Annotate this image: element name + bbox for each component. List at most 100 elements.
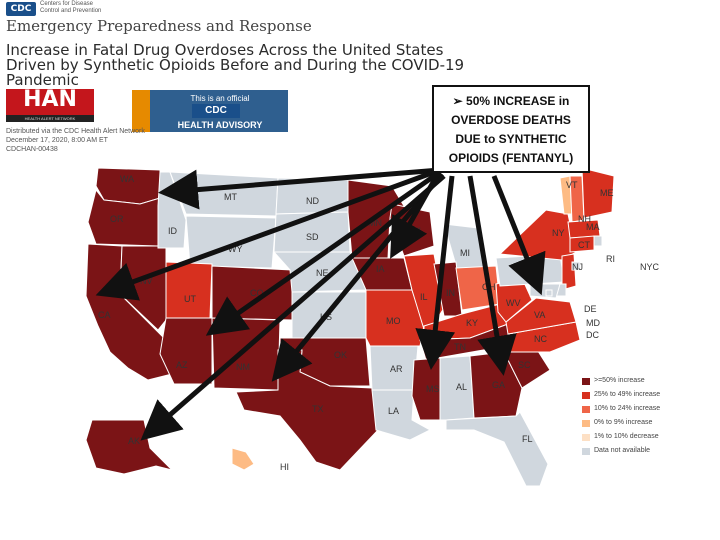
distribution-info: Distributed via the CDC Health Alert Net… — [6, 127, 186, 154]
legend-swatch-5 — [582, 448, 590, 455]
header-title: Emergency Preparedness and Response — [6, 17, 312, 35]
distributed-text: Distributed via the CDC Health Alert Net… — [6, 128, 145, 135]
state-nh — [569, 175, 585, 223]
han-logo: HAN — [6, 89, 94, 115]
state-label-la: LA — [388, 406, 399, 416]
arrows — [95, 167, 546, 441]
state-label-ct: CT — [578, 240, 590, 250]
state-label-wi: WI — [410, 226, 421, 236]
state-label-or: OR — [110, 214, 124, 224]
state-label-mn: MN — [368, 218, 382, 228]
state-label-nm: NM — [236, 362, 250, 372]
legend-swatch-0 — [582, 378, 590, 385]
cdc-logo: CDC — [6, 2, 36, 16]
state-hi — [231, 447, 255, 471]
legend-label-2: 10% to 24% increase — [594, 405, 661, 412]
state-label-mi: MI — [460, 248, 470, 258]
date-text: December 17, 2020, 8:00 AM ET — [6, 137, 108, 144]
legend-label-4: 1% to 10% decrease — [594, 433, 659, 440]
headline: Increase in Fatal Drug Overdoses Across … — [6, 41, 465, 89]
state-label-mo: MO — [386, 316, 401, 326]
state-label-ia: IA — [376, 264, 385, 274]
state-label-ky: KY — [466, 318, 478, 328]
state-label-fl: FL — [522, 434, 533, 444]
state-label-tx: TX — [312, 404, 324, 414]
arrow-mn — [390, 168, 443, 259]
state-label-nv: NV — [140, 276, 153, 286]
state-label-ri: RI — [606, 254, 615, 264]
state-label-wa: WA — [120, 174, 134, 184]
banner-line-1: This is an official — [190, 94, 250, 103]
state-label-ma: MA — [586, 222, 600, 232]
han-id: CDCHAN-00438 — [6, 146, 58, 153]
arrow-az — [205, 169, 442, 336]
state-label-co: CO — [250, 288, 264, 298]
state-label-hi: HI — [280, 462, 289, 472]
state-label-ak: AK — [128, 436, 140, 446]
callout-line-3: DUE to SYNTHETIC — [455, 132, 567, 146]
legend-label-3: 0% to 9% increase — [594, 419, 653, 426]
state-label-de: DE — [584, 304, 597, 314]
arrow-ga — [467, 175, 517, 376]
state-label-nc: NC — [534, 334, 547, 344]
legend-swatch-3 — [582, 420, 590, 427]
state-fl — [445, 411, 549, 487]
agency-name: Centers for Disease Control and Preventi… — [40, 1, 102, 14]
callout-line-2: OVERDOSE DEATHS — [451, 113, 571, 127]
state-nyc — [571, 261, 581, 271]
state-label-md: MD — [586, 318, 600, 328]
state-label-id: ID — [168, 226, 178, 236]
state-az — [159, 317, 213, 385]
state-label-il: IL — [420, 292, 428, 302]
state-label-ny: NY — [552, 228, 565, 238]
state-label-ut: UT — [184, 294, 196, 304]
state-label-nj: NJ — [572, 262, 583, 272]
state-md — [529, 283, 561, 299]
state-label-va: VA — [534, 310, 545, 320]
state-va — [505, 297, 577, 335]
state-label-ms: MS — [426, 384, 440, 394]
state-label-sd: SD — [306, 232, 319, 242]
arrow-wv — [491, 175, 546, 296]
state-label-dc: DC — [586, 330, 599, 340]
state-label-me: ME — [600, 188, 614, 198]
banner-stripe — [132, 90, 150, 132]
state-label-az: AZ — [176, 360, 188, 370]
callout-text: ➢ 50% INCREASE in OVERDOSE DEATHS DUE to… — [434, 92, 588, 168]
legend-swatch-4 — [582, 434, 590, 441]
state-label-tn: TN — [454, 342, 466, 352]
arrow-wa — [158, 167, 441, 210]
legend-swatch-2 — [582, 406, 590, 413]
legend-label-5: Data not available — [594, 447, 651, 454]
state-label-wy: WY — [228, 244, 243, 254]
state-label-nd: ND — [306, 196, 319, 206]
callout-line-1: ➢ 50% INCREASE in — [452, 94, 570, 108]
arrow-nv — [95, 167, 441, 301]
state-label-ar: AR — [390, 364, 403, 374]
legend-label-1: 25% to 49% increase — [594, 391, 661, 398]
state-ct — [569, 235, 595, 253]
legend-label-0: >=50% increase — [594, 377, 645, 384]
state-label-in: IN — [446, 288, 455, 298]
state-label-nh: NH — [578, 214, 591, 224]
state-label-mt: MT — [224, 192, 237, 202]
state-dc — [545, 289, 553, 297]
banner-line-3: HEALTH ADVISORY — [177, 120, 263, 130]
legend-swatch-1 — [582, 392, 590, 399]
callout-box — [432, 85, 590, 173]
state-label-vt: VT — [566, 180, 578, 190]
banner-cdc: CDC — [192, 104, 240, 118]
state-label-wv: WV — [506, 298, 521, 308]
han-logo-sub: HEALTH ALERT NETWORK — [6, 115, 94, 122]
arrow-tn — [415, 175, 456, 370]
state-ak — [85, 419, 174, 475]
state-ri — [593, 235, 603, 247]
state-me — [581, 167, 615, 219]
state-ut — [165, 261, 213, 319]
state-label-sc: SC — [518, 360, 531, 370]
state-label-ne: NE — [316, 268, 329, 278]
state-label-ga: GA — [492, 380, 505, 390]
arrow-nm — [271, 172, 444, 382]
state-label-al: AL — [456, 382, 467, 392]
